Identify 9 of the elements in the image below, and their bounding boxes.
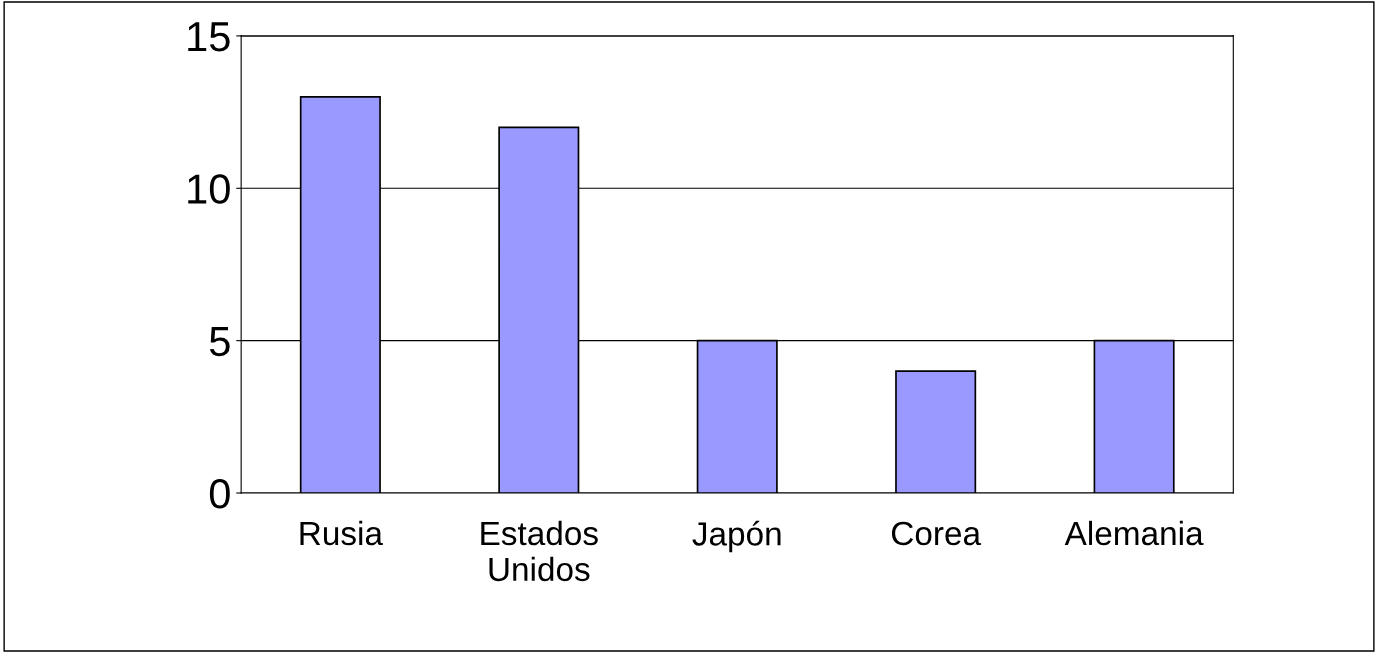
y-tick-label: 15 bbox=[188, 22, 230, 52]
x-tick-label: Alemania bbox=[1064, 520, 1204, 546]
x-tick-label: Corea bbox=[891, 521, 982, 546]
y-tick-label: 5 bbox=[209, 327, 230, 357]
y-tick-label: 0 bbox=[209, 479, 230, 509]
y-tick-label: 10 bbox=[188, 174, 230, 204]
x-tick-label: Estados Unidos bbox=[481, 520, 598, 582]
x-tick-label: Japón bbox=[692, 520, 781, 553]
x-tick-label: Rusia bbox=[300, 520, 383, 546]
